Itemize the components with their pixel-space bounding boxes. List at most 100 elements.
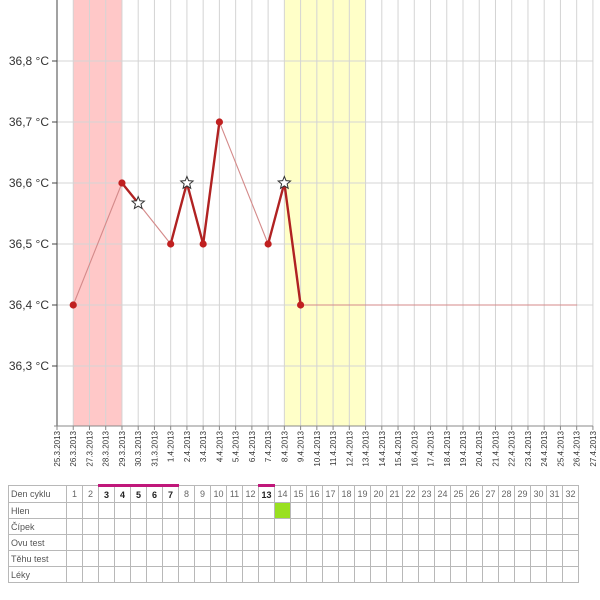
cycle-day: 22 <box>402 485 419 503</box>
cycle-day: 26 <box>466 485 483 503</box>
table-cell <box>514 518 531 535</box>
table-cell <box>546 566 563 583</box>
table-cell <box>482 534 499 551</box>
table-cell <box>194 550 211 567</box>
table-cell <box>482 518 499 535</box>
table-cell <box>466 550 483 567</box>
table-cell <box>338 534 355 551</box>
table-cell <box>466 534 483 551</box>
table-cell <box>66 518 83 535</box>
table-cell <box>386 534 403 551</box>
temperature-line-segment <box>185 181 205 246</box>
table-cell <box>386 550 403 567</box>
table-cell <box>482 566 499 583</box>
table-cell <box>114 550 131 567</box>
table-cell <box>546 502 563 519</box>
x-tick-label: 16.4.2013 <box>410 430 419 466</box>
table-cell <box>290 518 307 535</box>
table-cell <box>354 518 371 535</box>
temperature-line-segment <box>266 181 286 246</box>
table-cell <box>306 566 323 583</box>
table-cell <box>434 502 451 519</box>
table-cell <box>146 502 163 519</box>
table-cell <box>322 518 339 535</box>
table-cell <box>418 518 435 535</box>
phase-band <box>284 0 366 426</box>
temperature-dot <box>215 118 223 126</box>
y-tick-label: 36,8 °C <box>9 54 49 68</box>
x-tick-label: 22.4.2013 <box>508 430 517 466</box>
x-tick-label: 5.4.2013 <box>232 430 241 462</box>
table-cell <box>530 566 547 583</box>
table-cell <box>258 534 275 551</box>
temperature-dot <box>167 240 175 248</box>
x-tick-label: 18.4.2013 <box>443 430 452 466</box>
row-label: Těhu test <box>8 550 67 567</box>
table-cell <box>114 518 131 535</box>
x-tick-label: 12.4.2013 <box>345 430 354 466</box>
table-cell <box>562 534 579 551</box>
table-cell <box>210 502 227 519</box>
table-cell <box>402 534 419 551</box>
temperature-chart: 36,3 °C 36,4 °C 36,5 °C 36,6 °C 36,7 °C 36,8 … <box>9 0 598 467</box>
table-cell <box>98 566 115 583</box>
phase-bands <box>73 0 366 426</box>
table-cell <box>354 534 371 551</box>
cycle-day: 25 <box>450 485 467 503</box>
table-cell <box>418 566 435 583</box>
temperature-markers <box>69 118 305 309</box>
cycle-day: 7 <box>162 484 179 503</box>
row-label: Hlen <box>8 502 67 519</box>
cycle-day: 3 <box>98 484 115 503</box>
x-tick-label: 27.3.2013 <box>85 430 94 466</box>
cycle-day: 24 <box>434 485 451 503</box>
table-cell <box>258 518 275 535</box>
table-cell <box>450 566 467 583</box>
temperature-dot <box>199 240 207 248</box>
table-cell <box>562 518 579 535</box>
table-cell <box>162 550 179 567</box>
table-cell <box>386 502 403 519</box>
table-cell <box>514 566 531 583</box>
table-cell <box>402 566 419 583</box>
chart-axes <box>54 0 593 427</box>
table-cell <box>370 566 387 583</box>
table-cell <box>466 502 483 519</box>
table-cell <box>402 502 419 519</box>
chart-grid <box>56 0 594 426</box>
cycle-day: 17 <box>322 485 339 503</box>
table-cell <box>162 534 179 551</box>
table-cell <box>514 534 531 551</box>
table-cell <box>98 550 115 567</box>
table-cell <box>306 534 323 551</box>
temperature-dot <box>264 240 272 248</box>
table-cell <box>450 550 467 567</box>
temperature-line-segment <box>283 181 302 307</box>
table-cell <box>370 502 387 519</box>
x-tick-label: 17.4.2013 <box>427 430 436 466</box>
table-cell <box>274 534 291 551</box>
table-cell <box>146 550 163 567</box>
x-axis-ticks: 25.3.2013 26.3.2013 27.3.2013 28.3.2013 29.3… <box>53 426 598 467</box>
table-cell <box>306 550 323 567</box>
cycle-day: 28 <box>498 485 515 503</box>
temperature-line-segment <box>169 181 189 246</box>
table-cell <box>258 566 275 583</box>
table-cell <box>434 566 451 583</box>
table-cell <box>178 518 195 535</box>
cycle-day: 2 <box>82 485 99 503</box>
table-cell <box>130 534 147 551</box>
table-cell <box>482 502 499 519</box>
cycle-day: 23 <box>418 485 435 503</box>
table-cell <box>258 550 275 567</box>
cycle-day: 32 <box>562 485 579 503</box>
row-label: Den cyklu <box>8 485 67 503</box>
cycle-day: 29 <box>514 485 531 503</box>
table-cell <box>98 502 115 519</box>
table-cell <box>210 566 227 583</box>
table-cell <box>66 550 83 567</box>
table-cell <box>258 502 275 519</box>
cycle-day: 1 <box>66 485 83 503</box>
table-cell <box>290 550 307 567</box>
table-cell <box>146 566 163 583</box>
